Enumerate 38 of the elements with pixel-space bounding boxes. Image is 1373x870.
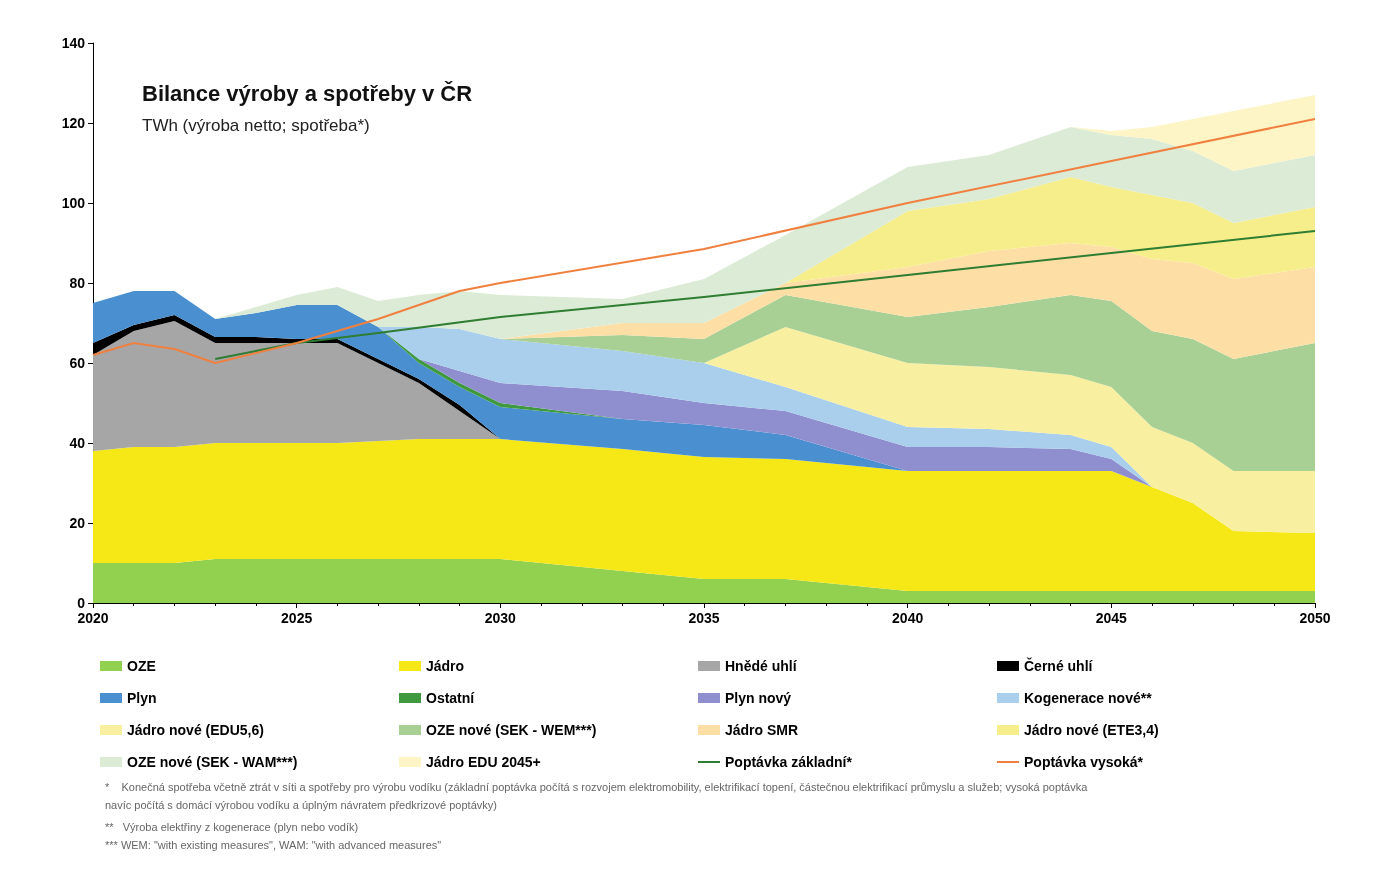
legend-label: Černé uhlí [1024, 657, 1094, 674]
legend-label: Ostatní [426, 690, 476, 706]
text: * Konečná spotřeba včetně ztrát v síti a spotřeby pro výrobu vodíku (základní poptávka počítá s rozvojem elektromobility, elektrifikací topení, částečnou elektrifikací průmyslu a služeb; vysoká poptávka navíc počítá s domácí výrobou vodíku a úplným návratem předkrizové poptávky) [105, 781, 1091, 811]
x-tick-label: 2020 [77, 610, 109, 626]
x-tick-label: 2040 [892, 610, 924, 626]
x-tick-label: 2045 [1095, 610, 1128, 626]
text: Bilance výroby a spotřeby v ČR [142, 80, 473, 106]
text: *** WEM: "with existing measures", WAM: "with advanced measures" [105, 839, 442, 851]
legend-label: Hnědé uhlí [725, 658, 798, 674]
y-tick-label: 0 [77, 595, 86, 611]
legend-label: OZE nové (SEK - WEM***) [426, 722, 597, 738]
y-tick-label: 20 [69, 515, 86, 531]
line-series [214, 230, 1316, 360]
legend-label: Jádro [426, 658, 465, 674]
legend-label: Jádro SMR [725, 722, 799, 738]
y-tick-label: 60 [69, 355, 86, 371]
y-tick-label: 120 [61, 115, 86, 131]
legend-label: OZE [127, 658, 156, 674]
legend-label: OZE nové (SEK - WAM***) [127, 754, 298, 770]
text: ** Výroba elektřiny z kogenerace (plyn nebo vodík) [105, 821, 359, 833]
x-tick-label: 2050 [1299, 610, 1331, 626]
x-tick-label: 2025 [281, 610, 313, 626]
y-tick-label: 80 [69, 275, 86, 291]
legend-label: Poptávka vysoká* [1024, 754, 1144, 770]
x-tick-label: 2030 [484, 610, 517, 626]
y-tick-label: 100 [61, 195, 86, 211]
legend-label: Plyn nový [725, 690, 792, 706]
legend-label: Kogenerace nové** [1024, 690, 1153, 706]
legend-label: Jádro nové (EDU5,6) [127, 722, 264, 738]
legend-label: Jádro EDU 2045+ [426, 754, 541, 770]
legend-label: Plyn [127, 690, 157, 706]
text: TWh (výroba netto; spotřeba*) [142, 116, 370, 135]
x-tick-label: 2035 [688, 610, 720, 626]
legend-label: Poptávka základní* [725, 754, 853, 770]
line-series [92, 118, 1316, 364]
y-tick-label: 40 [69, 435, 86, 451]
y-tick-label: 140 [61, 35, 86, 51]
legend-label: Jádro nové (ETE3,4) [1024, 722, 1159, 738]
